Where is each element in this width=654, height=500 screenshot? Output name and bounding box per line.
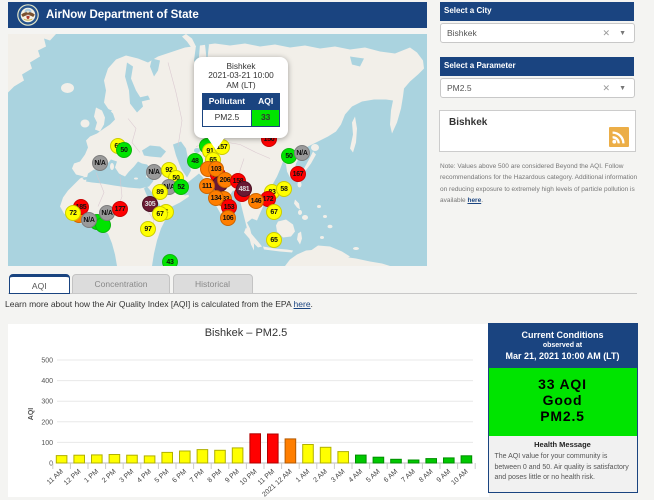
svg-text:6 AM: 6 AM	[383, 468, 400, 484]
svg-text:100: 100	[41, 440, 53, 447]
svg-text:11 AM: 11 AM	[46, 468, 65, 486]
svg-text:7 PM: 7 PM	[189, 468, 206, 484]
svg-text:2 PM: 2 PM	[101, 468, 118, 484]
svg-text:7 AM: 7 AM	[400, 468, 417, 484]
svg-text:1 AM: 1 AM	[295, 468, 312, 484]
svg-text:8 PM: 8 PM	[207, 468, 224, 484]
svg-text:500: 500	[41, 358, 53, 365]
svg-text:4 PM: 4 PM	[136, 468, 153, 484]
svg-text:200: 200	[41, 419, 53, 426]
svg-text:10 AM: 10 AM	[450, 468, 470, 487]
svg-text:4 AM: 4 AM	[348, 468, 365, 484]
svg-text:8 AM: 8 AM	[418, 468, 435, 484]
svg-text:2 AM: 2 AM	[312, 468, 329, 484]
svg-text:12 PM: 12 PM	[63, 468, 83, 487]
svg-text:1 PM: 1 PM	[83, 468, 100, 484]
svg-text:400: 400	[41, 378, 53, 385]
svg-text:3 AM: 3 AM	[330, 468, 347, 484]
svg-text:10 PM: 10 PM	[239, 468, 259, 487]
svg-text:0: 0	[49, 461, 53, 468]
svg-text:AQI: AQI	[28, 408, 35, 421]
svg-text:5 AM: 5 AM	[365, 468, 382, 484]
svg-text:6 PM: 6 PM	[171, 468, 188, 484]
svg-text:Bishkek – PM2.5: Bishkek – PM2.5	[205, 327, 288, 339]
svg-text:300: 300	[41, 399, 53, 406]
svg-text:5 PM: 5 PM	[154, 468, 171, 484]
svg-text:3 PM: 3 PM	[119, 468, 136, 484]
